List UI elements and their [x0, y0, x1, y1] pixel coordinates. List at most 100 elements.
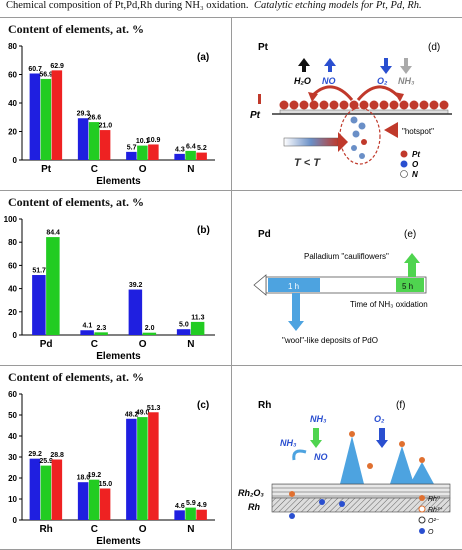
bar — [174, 153, 185, 160]
pt-atom — [289, 100, 299, 110]
gas-arrows: H₂O NO O₂ NH₃ — [294, 58, 415, 86]
y-tick-label: 60 — [8, 261, 17, 270]
left-column-header: Chemical composition of Pt,Pd,Rh during … — [6, 0, 249, 11]
bar — [29, 73, 41, 160]
right-column-header: Catalytic etching models for Pt, Pd, Rh. — [254, 0, 422, 11]
bar — [32, 275, 46, 335]
data-label: 18.0 — [77, 475, 91, 482]
time-axis-label: Time of NH₃ oxidation — [350, 300, 428, 309]
hotspot-particles — [350, 116, 367, 159]
x-axis-label: Elements — [96, 176, 141, 187]
chart-b: 0 20 40 60 80 100 Pd 51.7 84.4 C 4.1 2.3 O 39.2 2.0 N 5.… — [4, 215, 215, 362]
y-tick-label: 0 — [13, 156, 18, 165]
rh-cone-3 — [410, 462, 434, 484]
model-e-pd: Pd (e) Palladium "cauliflowers" 1 h 5 h … — [253, 229, 428, 345]
bar — [148, 412, 159, 520]
legend-o2minus: O²⁻ — [428, 518, 440, 525]
y-tick-label: 80 — [8, 238, 17, 247]
data-label: 26.6 — [88, 115, 102, 122]
rh-label: Rh — [248, 502, 260, 512]
category-label: N — [187, 524, 194, 535]
temperature-label: T < T — [294, 157, 321, 169]
time-1h-block — [268, 278, 320, 292]
y-tick-label: 20 — [8, 474, 17, 483]
bar — [137, 145, 148, 160]
category-label: O — [139, 524, 147, 535]
pt-atom — [309, 100, 319, 110]
y-tick-label: 100 — [4, 215, 18, 224]
model-d-pt: Pt (d) H₂O NO O₂ NH₃ Pt "hotspot" T < T … — [250, 42, 452, 179]
category-label: O — [139, 164, 147, 175]
x-axis-label: Elements — [96, 351, 141, 362]
pt-atom — [339, 100, 349, 110]
model-d-surface: Pt — [250, 110, 261, 121]
hotspot-label: "hotspot" — [402, 127, 434, 136]
y-tick-label: 0 — [13, 516, 18, 525]
bar — [174, 510, 185, 520]
y-tick-label: 60 — [8, 71, 17, 80]
category-label: C — [91, 524, 98, 535]
rh-gas-nh3: NH₃ — [280, 438, 297, 448]
gas-o2: O₂ — [377, 76, 388, 86]
down-arrow — [292, 293, 300, 321]
y-tick-label: 80 — [8, 42, 17, 51]
rh-cone-2 — [390, 446, 414, 484]
category-label: O — [139, 339, 147, 350]
data-label: 25.9 — [39, 458, 53, 465]
pt-atom — [329, 100, 339, 110]
data-label: 51.3 — [147, 405, 161, 412]
chart-a: 0 20 40 60 80 Pt 60.756.962.9 C 29.326.621.0 O 5.7… — [8, 42, 215, 187]
bar — [40, 465, 52, 520]
rh2o3-label: Rh₂O₃ — [238, 488, 264, 498]
gas-no: NO — [322, 76, 336, 86]
bar — [185, 507, 196, 520]
pt-atom — [429, 100, 439, 110]
bar — [142, 332, 157, 335]
y-tick-label: 40 — [8, 432, 17, 441]
y-tick-label: 20 — [8, 308, 17, 317]
chart-c: 0 10 20 30 40 50 60 Rh 29.225.928.8 C 18.019.2 15.0… — [8, 390, 215, 547]
data-label: 19.2 — [88, 472, 102, 479]
model-f-rh: Rh (f) NH₃ O₂ NH₃ NO Rh₂O₃ Rh Rh⁰ Rh³⁺ O… — [238, 400, 451, 536]
chart-c-title: Content of elements, at. % — [8, 370, 144, 384]
pt-atom — [409, 100, 419, 110]
bar — [40, 78, 52, 160]
bar — [77, 482, 89, 520]
data-label: 21.0 — [99, 123, 113, 130]
bar — [88, 479, 100, 520]
legend-o: O — [412, 160, 419, 169]
bar — [196, 152, 207, 160]
bar — [99, 130, 111, 160]
y-tick-label: 10 — [8, 495, 17, 504]
bar — [128, 289, 143, 335]
data-label: 10.1 — [136, 138, 150, 145]
bar — [77, 118, 89, 160]
data-label: 6.4 — [186, 143, 196, 150]
bar — [126, 151, 137, 160]
data-label: 28.8 — [50, 452, 64, 459]
data-label: 48.2 — [125, 411, 139, 418]
curved-arrow-left — [310, 85, 354, 101]
data-label: 5.7 — [127, 144, 137, 151]
bar — [185, 150, 196, 160]
rh-layer — [271, 497, 451, 513]
y-tick-label: 60 — [8, 390, 17, 399]
bar — [148, 144, 159, 160]
pt-atom — [419, 100, 429, 110]
curved-arrow-right — [356, 85, 400, 101]
panel-label: (b) — [197, 225, 210, 236]
y-tick-label: 30 — [8, 453, 17, 462]
model-e-metal: Pd — [258, 229, 271, 240]
bar — [137, 417, 148, 520]
rh-cone-1 — [340, 436, 364, 484]
pt-atom — [389, 100, 399, 110]
bar — [99, 488, 111, 520]
time-5h-block — [396, 278, 424, 292]
category-label: N — [187, 164, 194, 175]
table-rule-top — [0, 17, 462, 18]
category-label: Pt — [41, 164, 52, 175]
pt-surface-atoms — [279, 100, 449, 110]
legend-n: N — [412, 170, 418, 179]
rh-gas-no: NO — [314, 452, 328, 462]
data-label: 4.6 — [175, 503, 185, 510]
